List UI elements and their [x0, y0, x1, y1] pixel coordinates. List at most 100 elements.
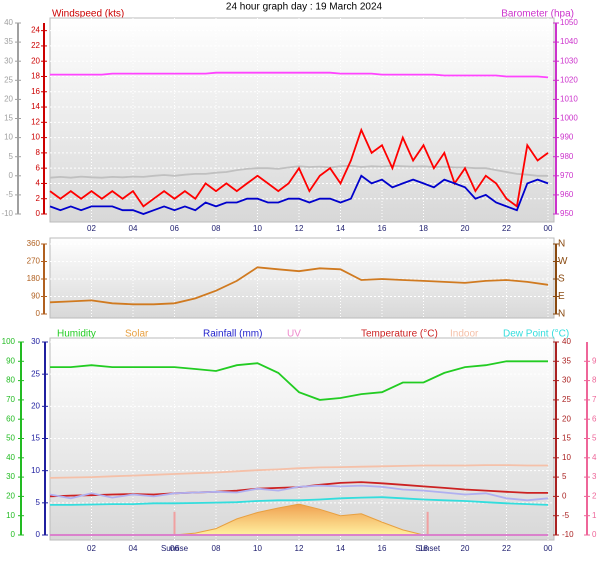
series-line [49, 174, 549, 215]
panel-background [49, 17, 555, 223]
y3-tick-label: 50 [6, 434, 15, 443]
series-line [49, 127, 549, 208]
y2-tick-label: 960 [560, 190, 574, 199]
y2-tick-label: -5 [562, 511, 570, 520]
y3-tick-label: 35 [4, 37, 13, 46]
y-tick-label: 90 [31, 292, 40, 301]
y2-tick-label: 35 [562, 356, 571, 365]
y4-tick-label: 6 [592, 414, 597, 423]
y3-tick-label: 0 [9, 171, 14, 180]
y3-tick-label: 20 [6, 492, 15, 501]
y2-tick-label: 15 [562, 434, 571, 443]
y4-tick-label: 7 [592, 395, 597, 404]
y2-tick-label: 1030 [560, 56, 578, 65]
x-tick-label: 16 [378, 224, 387, 233]
x-tick-label: 04 [129, 224, 138, 233]
sun-label: Sunset [415, 544, 441, 553]
x-tick-label: 18 [419, 224, 428, 233]
y-tick-label: 0 [36, 209, 41, 218]
y3-tick-label: 10 [6, 511, 15, 520]
y2-tick-label: 10 [562, 453, 571, 462]
x-tick-label: 12 [295, 224, 304, 233]
y2-tick-label: 990 [560, 133, 574, 142]
y2-tick-label: 1000 [560, 114, 578, 123]
y-tick-label: 24 [31, 26, 40, 35]
legend-entry: Rainfall (mm) [203, 329, 262, 340]
legend-entry: Solar [125, 329, 149, 340]
y-tick-label: 4 [36, 179, 41, 188]
y-tick-label: 15 [31, 434, 40, 443]
x-tick-label: 10 [253, 544, 262, 553]
y-tick-label: 25 [31, 369, 40, 378]
y2-tick-label: S [558, 274, 565, 285]
x-tick-label: 16 [378, 544, 387, 553]
y4-tick-label: 1 [592, 511, 597, 520]
y-axis-label: Windspeed (kts) [52, 9, 124, 20]
y2-tick-label: 40 [562, 337, 571, 346]
y-tick-label: 6 [36, 163, 41, 172]
x-tick-label: 10 [253, 224, 262, 233]
y4-tick-label: 9 [592, 356, 597, 365]
x-tick-label: 14 [336, 544, 345, 553]
y-tick-label: 10 [31, 466, 40, 475]
y2-tick-label: W [558, 256, 568, 267]
legend-entry: Temperature (°C) [361, 329, 438, 340]
y2-tick-label: 25 [562, 395, 571, 404]
x-tick-label: 08 [212, 224, 221, 233]
y4-tick-label: 3 [592, 472, 597, 481]
y-tick-label: 20 [31, 56, 40, 65]
y2-tick-label: 20 [562, 414, 571, 423]
x-tick-label: 02 [87, 544, 96, 553]
y3-tick-label: 30 [4, 56, 13, 65]
y-tick-label: 0 [36, 530, 41, 539]
y-tick-label: 360 [27, 239, 41, 248]
y2-tick-label: -10 [562, 530, 574, 539]
y3-tick-label: 0 [11, 530, 16, 539]
series-line [50, 360, 548, 401]
y-tick-label: 0 [36, 309, 41, 318]
y-tick-label: 180 [27, 274, 41, 283]
x-tick-label: 20 [461, 224, 470, 233]
panel-background [49, 237, 555, 319]
y3-tick-label: 10 [4, 133, 13, 142]
y2-tick-label: E [558, 291, 565, 302]
chart-title: 24 hour graph day : 19 March 2024 [226, 2, 383, 13]
y3-tick-label: 25 [4, 75, 13, 84]
y-tick-label: 12 [31, 117, 40, 126]
x-tick-label: 22 [502, 544, 511, 553]
y-tick-label: 10 [31, 133, 40, 142]
x-tick-label: 06 [170, 544, 179, 553]
y-tick-label: 16 [31, 87, 40, 96]
y3-tick-label: 90 [6, 356, 15, 365]
series-line [49, 266, 549, 306]
x-tick-label: 18 [419, 544, 428, 553]
y3-tick-label: 40 [6, 453, 15, 462]
y4-tick-label: 0 [592, 530, 597, 539]
x-tick-label: 00 [544, 544, 553, 553]
y2-tick-label: 5 [562, 472, 567, 481]
sun-label: Sunrise [161, 544, 189, 553]
y2-tick-label: 30 [562, 376, 571, 385]
y4-tick-label: 8 [592, 376, 597, 385]
y2-tick-label: 1020 [560, 75, 578, 84]
x-tick-label: 00 [544, 224, 553, 233]
y4-tick-label: 5 [592, 434, 597, 443]
y2-tick-label: 1040 [560, 37, 578, 46]
y3-tick-label: 20 [4, 95, 13, 104]
y-tick-label: 270 [27, 257, 41, 266]
y3-tick-label: -10 [1, 209, 13, 218]
x-tick-label: 22 [502, 224, 511, 233]
y-tick-label: 30 [31, 337, 40, 346]
y-tick-label: 8 [36, 148, 41, 157]
y4-tick-label: 4 [592, 453, 597, 462]
legend-entry: Indoor [450, 329, 479, 340]
y2-axis-label: Barometer (hpa) [501, 9, 574, 20]
y2-tick-label: N [558, 239, 565, 250]
y-tick-label: 18 [31, 72, 40, 81]
series-line [50, 496, 549, 506]
y-tick-label: 2 [36, 194, 41, 203]
series-line [50, 71, 549, 79]
y3-tick-label: 60 [6, 414, 15, 423]
y3-tick-label: 40 [4, 18, 13, 27]
